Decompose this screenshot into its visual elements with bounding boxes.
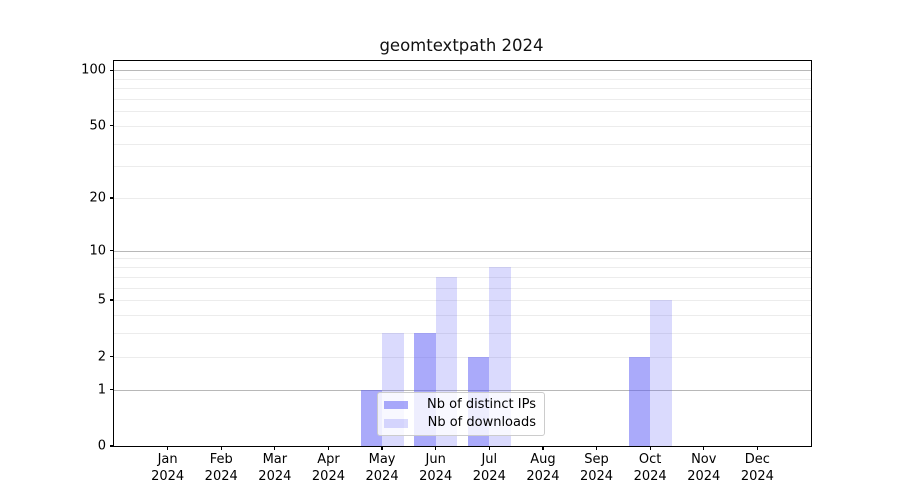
- y-axis-tick: [110, 125, 114, 127]
- x-tick-label: Jul 2024: [472, 452, 506, 484]
- x-tick-label: Apr 2024: [311, 452, 345, 484]
- major-gridline: [114, 389, 811, 391]
- y-axis-tick: [110, 197, 114, 199]
- y-tick-label: 1: [97, 382, 106, 398]
- x-axis-tick: [649, 446, 651, 450]
- minor-gridline: [114, 276, 811, 278]
- x-tick-label: Oct 2024: [633, 452, 667, 484]
- downloads-swatch: [384, 419, 408, 428]
- x-axis-tick: [327, 446, 330, 450]
- minor-gridline: [114, 287, 811, 289]
- legend-label: Nb of downloads: [427, 415, 536, 431]
- legend-label: Nb of distinct IPs: [427, 396, 536, 412]
- y-tick-label: 2: [97, 349, 106, 365]
- minor-gridline: [114, 111, 811, 113]
- minor-gridline: [114, 314, 811, 316]
- distinct-ips-swatch: [384, 400, 408, 409]
- minor-gridline: [114, 267, 811, 269]
- minor-gridline: [114, 125, 811, 127]
- major-gridline: [114, 70, 811, 72]
- x-axis-tick: [274, 446, 276, 450]
- minor-gridline: [114, 300, 811, 302]
- y-axis-tick: [110, 69, 114, 71]
- y-axis-tick: [110, 445, 114, 447]
- minor-gridline: [114, 333, 811, 335]
- x-axis-tick: [381, 446, 383, 450]
- x-axis-tick: [595, 446, 598, 450]
- x-axis-tick: [220, 446, 222, 450]
- minor-gridline: [114, 88, 811, 90]
- minor-gridline: [114, 143, 811, 145]
- x-axis-tick: [703, 446, 705, 450]
- y-tick-label: 100: [81, 62, 106, 78]
- minor-gridline: [114, 98, 811, 100]
- x-axis-tick: [756, 446, 758, 450]
- major-gridline: [114, 250, 811, 252]
- legend-entry-distinct-ips: Nb of distinct IPs: [384, 397, 536, 413]
- y-axis-tick: [110, 355, 114, 358]
- x-tick-label: Mar 2024: [258, 452, 292, 484]
- x-axis-tick: [488, 446, 490, 450]
- minor-gridline: [114, 78, 811, 80]
- bar-downloads: [650, 300, 672, 446]
- x-tick-label: Feb 2024: [204, 452, 238, 484]
- plot-area: 0 1 2 5 10 20 50 100 Jan 2024 Feb 2024 Mar 2024 Apr…: [81, 60, 812, 484]
- x-tick-label: Jan 2024: [151, 452, 185, 484]
- x-tick-label: Dec 2024: [740, 452, 774, 484]
- bar-distinct-ips: [628, 356, 651, 446]
- minor-gridline: [114, 198, 811, 200]
- x-tick-label: Nov 2024: [687, 452, 721, 484]
- y-tick-label: 0: [97, 438, 106, 454]
- legend: Nb of distinct IPs Nb of downloads: [377, 392, 545, 436]
- y-tick-label: 10: [89, 243, 106, 259]
- y-axis-tick: [110, 388, 114, 391]
- x-axis-tick: [542, 446, 544, 450]
- x-tick-label: Aug 2024: [526, 452, 560, 484]
- minor-gridline: [114, 258, 811, 260]
- x-tick-label: Jun 2024: [419, 452, 453, 484]
- y-tick-label: 50: [89, 118, 106, 134]
- x-tick-label: Sep 2024: [579, 452, 614, 484]
- bar-distinct-ips: [360, 389, 383, 446]
- y-axis-tick: [110, 250, 114, 252]
- y-tick-label: 20: [89, 190, 106, 206]
- legend-entry-downloads: Nb of downloads: [384, 416, 536, 432]
- x-axis-tick: [167, 446, 169, 450]
- minor-gridline: [114, 356, 811, 358]
- y-axis-tick: [110, 299, 114, 301]
- chart-title: geomtextpath 2024: [379, 36, 544, 55]
- x-axis-tick: [435, 446, 437, 450]
- y-tick-label: 5: [97, 292, 106, 308]
- x-tick-label: May 2024: [365, 452, 399, 484]
- minor-gridline: [114, 166, 811, 168]
